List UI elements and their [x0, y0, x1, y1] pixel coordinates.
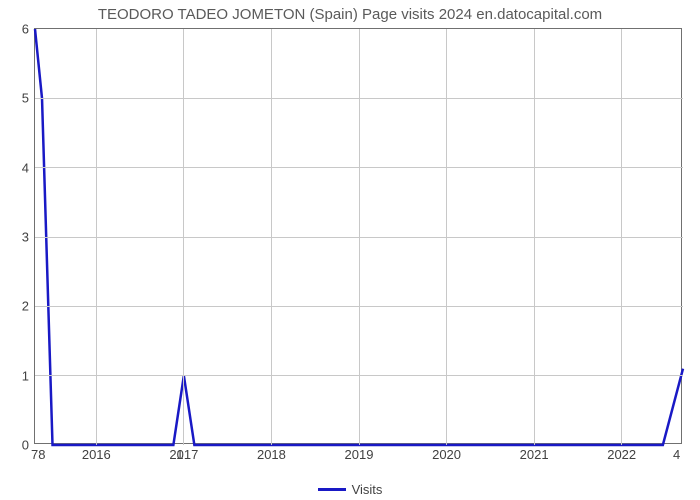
- data-annotation: 78: [31, 447, 45, 462]
- plot-area: 201620172018201920202021202201234567814: [34, 28, 682, 444]
- legend-label: Visits: [352, 482, 383, 497]
- data-annotation: 1: [176, 447, 183, 462]
- x-tick-label: 2017: [169, 443, 198, 462]
- x-tick-label: 2022: [607, 443, 636, 462]
- gridline-horizontal: [35, 375, 683, 376]
- legend-item-visits: Visits: [318, 482, 383, 497]
- x-tick-label: 2020: [432, 443, 461, 462]
- y-tick-label: 3: [22, 230, 35, 245]
- legend: Visits: [0, 478, 700, 497]
- gridline-horizontal: [35, 98, 683, 99]
- x-tick-label: 2018: [257, 443, 286, 462]
- y-tick-label: 4: [22, 160, 35, 175]
- gridline-horizontal: [35, 306, 683, 307]
- y-tick-label: 1: [22, 368, 35, 383]
- chart-container: TEODORO TADEO JOMETON (Spain) Page visit…: [0, 0, 700, 500]
- x-tick-label: 2021: [520, 443, 549, 462]
- legend-swatch: [318, 488, 346, 491]
- x-tick-label: 2016: [82, 443, 111, 462]
- data-annotation: 4: [673, 447, 680, 462]
- y-tick-label: 6: [22, 22, 35, 37]
- chart-title: TEODORO TADEO JOMETON (Spain) Page visit…: [0, 6, 700, 23]
- y-tick-label: 5: [22, 91, 35, 106]
- gridline-horizontal: [35, 167, 683, 168]
- gridline-horizontal: [35, 237, 683, 238]
- y-tick-label: 2: [22, 299, 35, 314]
- x-tick-label: 2019: [345, 443, 374, 462]
